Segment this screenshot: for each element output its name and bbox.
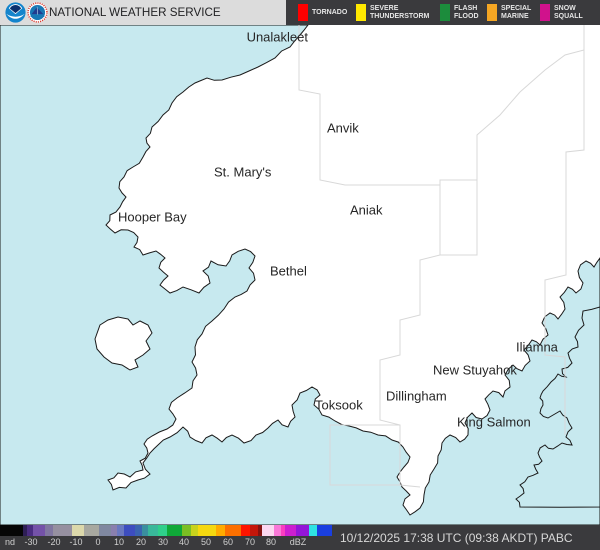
svg-text:King Salmon: King Salmon [457,415,531,430]
svg-text:Toksook: Toksook [315,398,363,413]
svg-text:Iliamna: Iliamna [516,340,559,355]
svg-text:Unalakleet: Unalakleet [247,30,309,45]
svg-text:New Stuyahok: New Stuyahok [433,363,517,378]
svg-text:St. Mary's: St. Mary's [214,165,272,180]
svg-text:Bethel: Bethel [270,264,307,279]
svg-text:Anvik: Anvik [327,121,359,136]
svg-text:Aniak: Aniak [350,203,383,218]
svg-text:Dillingham: Dillingham [386,389,447,404]
svg-text:Hooper Bay: Hooper Bay [118,210,187,225]
